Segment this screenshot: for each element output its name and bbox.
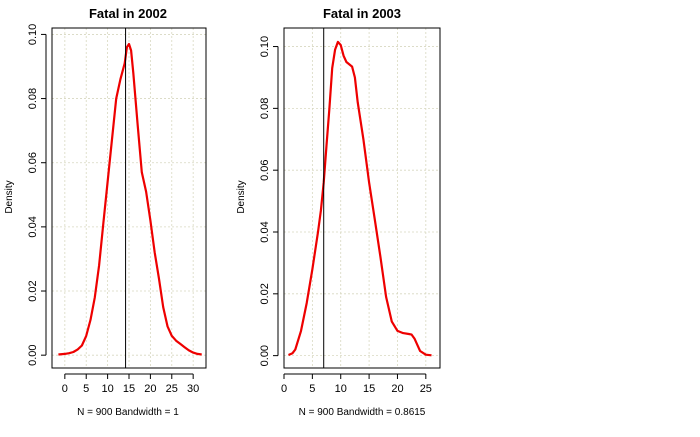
- panel-2003-curve-group: [288, 40, 432, 357]
- panel-2002-x-tick-label-1: 5: [83, 383, 89, 395]
- panel-2003-x-tick-label-1: 5: [309, 383, 315, 395]
- panel-2003-y-tick-label-1: 0.02: [259, 283, 271, 304]
- panel-2003-x-tick-label-0: 0: [281, 383, 287, 395]
- panel-2003-x-tick-label-2: 10: [335, 383, 347, 395]
- panel-2003-xlabel: N = 900 Bandwidth = 0.8615: [299, 407, 426, 418]
- panel-2002: Fatal in 2002 Density N = 900 Bandwidth …: [4, 6, 207, 418]
- panel-2003-x-tick-label-3: 15: [363, 383, 375, 395]
- panel-2002-x-tick-label-3: 15: [123, 383, 135, 395]
- panel-2002-x-tick-label-5: 25: [166, 383, 178, 395]
- panel-2003-y-tick-label-0: 0.00: [259, 345, 271, 366]
- panel-2002-y-tick-label-2: 0.04: [27, 216, 39, 237]
- panel-2003-density-line: [288, 40, 432, 357]
- panel-2002-frame: [51, 27, 207, 369]
- panel-2002-curve-group: [58, 42, 202, 356]
- panel-2002-x-tick-label-6: 30: [187, 383, 199, 395]
- panel-2003: Fatal in 2003 Density N = 900 Bandwidth …: [236, 6, 441, 418]
- panel-2002-ylabel: Density: [4, 180, 15, 213]
- panel-2002-y-tick-label-0: 0.00: [27, 344, 39, 365]
- panel-2003-grid: [283, 28, 440, 368]
- panel-2003-frame: [283, 27, 441, 369]
- panel-2003-y-tick-label-3: 0.06: [259, 159, 271, 180]
- panel-2003-y-tick-label-2: 0.04: [259, 221, 271, 242]
- panel-2002-x-tick-label-2: 10: [101, 383, 113, 395]
- panel-2002-title: Fatal in 2002: [89, 6, 167, 21]
- panel-2002-y-tick-label-4: 0.08: [27, 88, 39, 109]
- panel-2003-y-axis: 0.00 0.02 0.04 0.06 0.08 0.10: [259, 36, 279, 366]
- panel-2003-x-tick-label-5: 25: [420, 383, 432, 395]
- panel-2002-x-axis: 0 5 10 15 20 25 30: [62, 373, 199, 395]
- panel-2003-x-axis: 0 5 10 15 20 25: [281, 373, 432, 395]
- panel-2002-y-axis: 0.00 0.02 0.04 0.06 0.08 0.10: [27, 24, 47, 366]
- panel-2003-title: Fatal in 2003: [323, 6, 401, 21]
- panel-2003-y-tick-label-4: 0.08: [259, 98, 271, 119]
- panel-2002-y-tick-label-3: 0.06: [27, 152, 39, 173]
- panel-2002-y-tick-label-5: 0.10: [27, 24, 39, 45]
- panel-2002-xlabel: N = 900 Bandwidth = 1: [77, 407, 179, 418]
- panel-2003-x-tick-label-4: 20: [391, 383, 403, 395]
- panel-2002-x-tick-label-0: 0: [62, 383, 68, 395]
- panel-2002-x-tick-label-4: 20: [144, 383, 156, 395]
- panel-2003-ylabel: Density: [236, 180, 247, 213]
- panel-2002-density-line: [58, 42, 202, 356]
- panel-2002-y-tick-label-1: 0.02: [27, 280, 39, 301]
- panel-2003-y-tick-label-5: 0.10: [259, 36, 271, 57]
- panel-2002-grid: [52, 28, 206, 368]
